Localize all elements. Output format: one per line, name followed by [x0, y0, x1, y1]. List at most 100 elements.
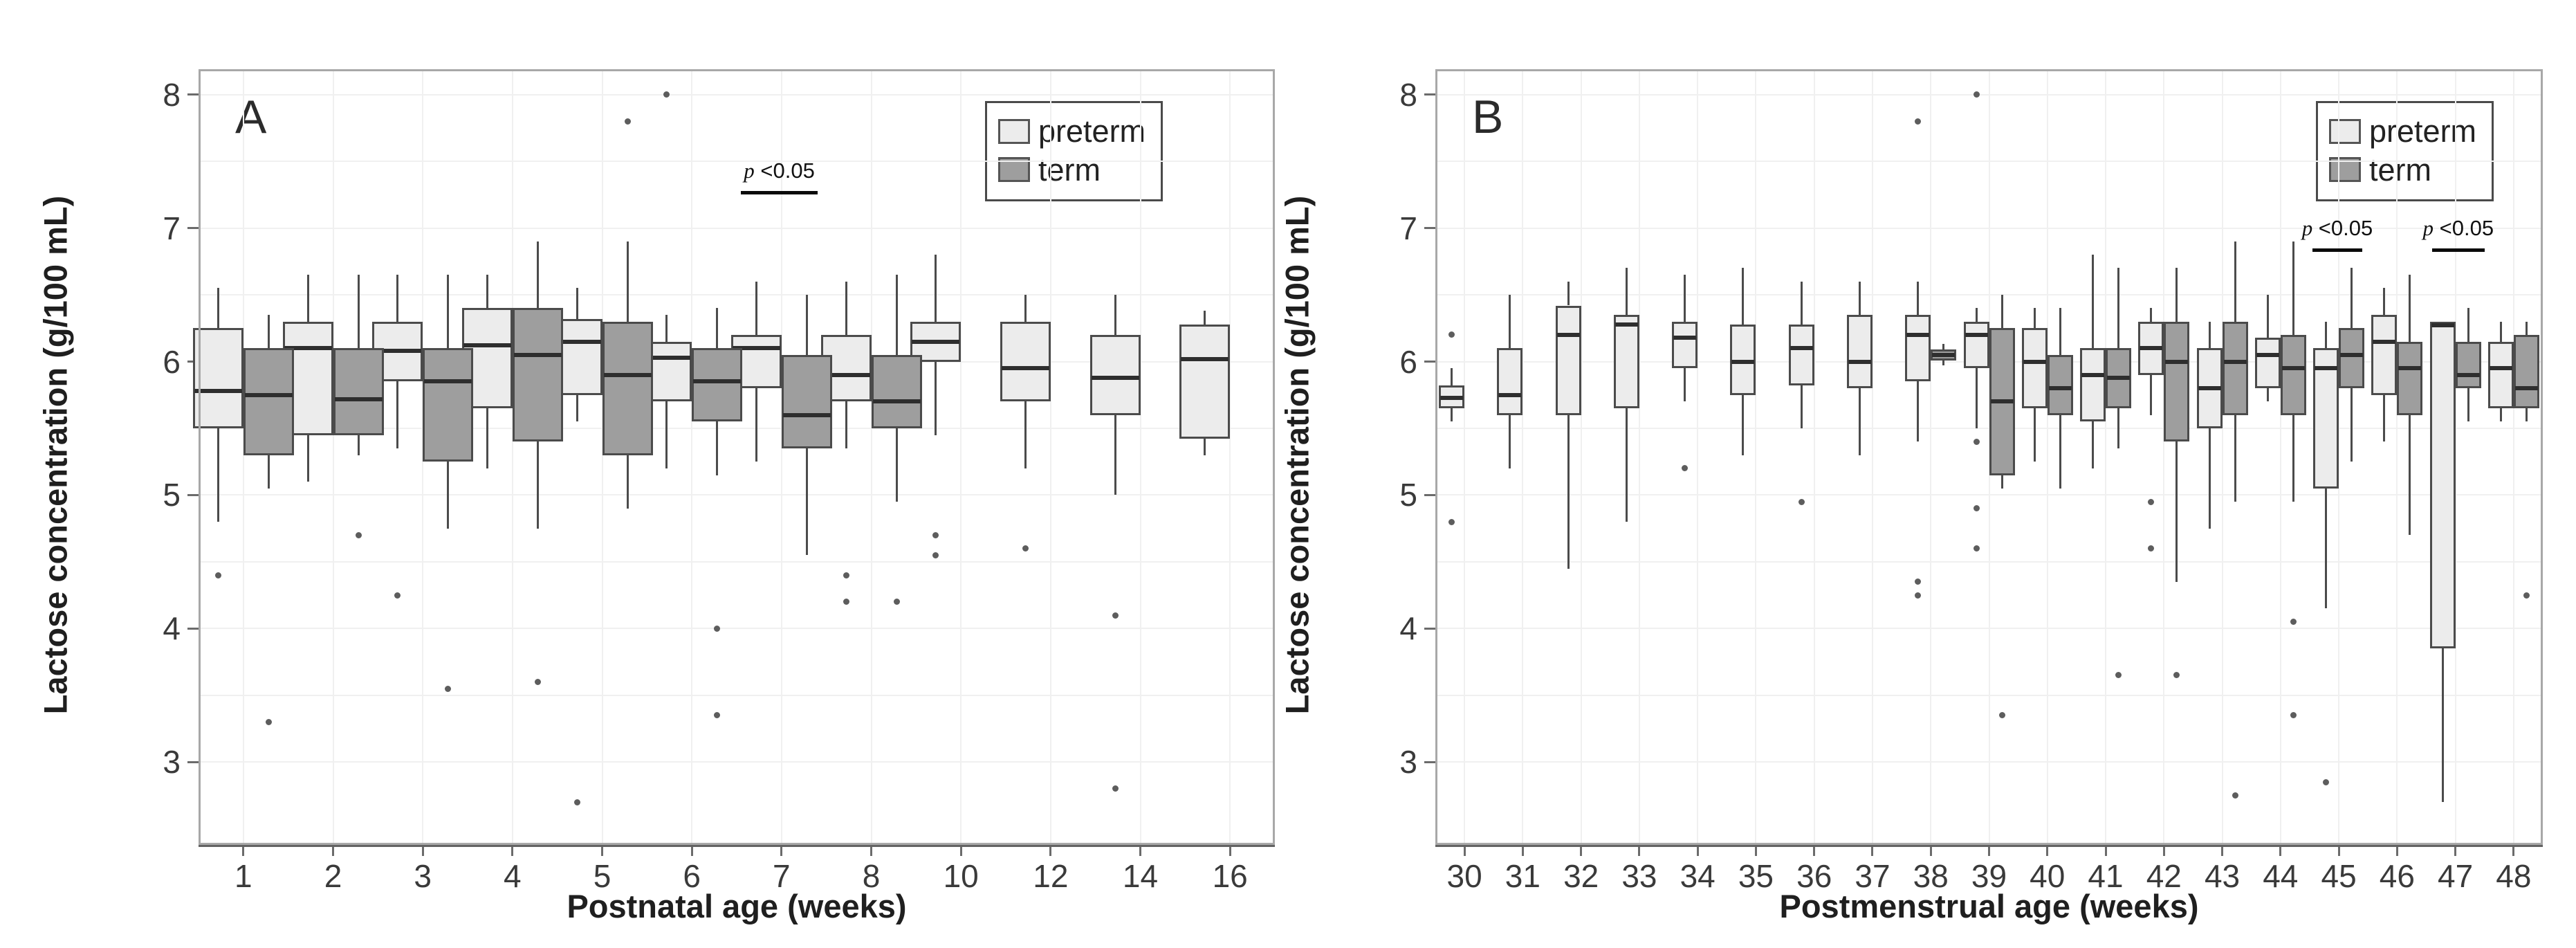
whisker-lower — [486, 408, 488, 468]
whisker-lower — [1800, 385, 1803, 428]
box-term-week-42 — [2164, 321, 2190, 442]
x-tick — [332, 845, 334, 856]
gridline-vertical — [2338, 69, 2340, 845]
median-line — [1906, 332, 1930, 337]
y-tick — [1424, 760, 1435, 763]
gridline-vertical — [1871, 69, 1873, 845]
outlier-dot — [573, 799, 580, 805]
whisker-upper — [2499, 321, 2502, 342]
whisker-upper — [1625, 268, 1628, 315]
whisker-lower — [2525, 408, 2528, 422]
outlier-dot — [394, 592, 401, 599]
x-tick — [1463, 845, 1466, 856]
outlier-dot — [1973, 91, 1980, 98]
y-tick — [1424, 361, 1435, 363]
gridline-horizontal — [199, 294, 1275, 296]
whisker-lower — [1509, 414, 1511, 468]
outlier-dot — [2232, 792, 2238, 799]
whisker-upper — [2175, 268, 2178, 322]
significance-label: p <0.05 — [744, 158, 815, 183]
x-tick-label: 36 — [1796, 858, 1832, 894]
outlier-dot — [932, 531, 939, 538]
outlier-dot — [1998, 712, 2005, 719]
whisker-lower — [306, 435, 309, 482]
x-tick — [2454, 845, 2457, 856]
whisker-upper — [1451, 368, 1453, 386]
median-line — [782, 412, 831, 417]
outlier-dot — [1112, 785, 1119, 792]
box-term-week-5 — [602, 321, 653, 455]
whisker-upper — [2525, 321, 2528, 335]
x-tick-label: 37 — [1855, 858, 1890, 894]
gridline-vertical — [1697, 69, 1699, 845]
outlier-dot — [1112, 612, 1119, 619]
whisker-upper — [447, 275, 450, 349]
x-tick-label: 40 — [2030, 858, 2066, 894]
y-tick-label: 3 — [1399, 744, 1417, 781]
box-preterm-week-44 — [2254, 337, 2281, 389]
x-tick-label: 33 — [1621, 858, 1657, 894]
whisker-lower — [1742, 394, 1745, 455]
whisker-upper — [486, 275, 488, 309]
y-tick-label: 6 — [163, 343, 181, 380]
gridline-vertical — [780, 69, 782, 845]
gridline-vertical — [2221, 69, 2223, 845]
x-tick — [1929, 845, 1932, 856]
panel-b-plot-border — [1435, 69, 2543, 845]
whisker-upper — [626, 241, 629, 322]
outlier-dot — [714, 712, 721, 719]
median-line — [334, 396, 383, 401]
significance-bar — [2312, 248, 2362, 252]
outlier-dot — [2148, 498, 2155, 505]
whisker-upper — [755, 281, 757, 335]
outlier-dot — [1798, 498, 1805, 505]
whisker-upper — [2000, 295, 2003, 329]
outlier-dot — [534, 679, 541, 686]
gridline-vertical — [511, 69, 513, 845]
whisker-upper — [716, 308, 719, 349]
y-tick-label: 7 — [1399, 210, 1417, 246]
whisker-upper — [1942, 344, 1945, 350]
x-tick — [601, 845, 603, 856]
whisker-lower — [536, 441, 539, 529]
preterm-swatch-icon — [2329, 118, 2361, 144]
whisker-upper — [2467, 308, 2469, 342]
box-preterm-week-33 — [1613, 315, 1639, 409]
whisker-lower — [2350, 388, 2353, 462]
box-preterm-week-12 — [1000, 321, 1051, 402]
median-line — [1091, 375, 1139, 380]
y-tick-label: 8 — [163, 76, 181, 113]
median-line — [2023, 359, 2046, 364]
median-line — [2340, 352, 2364, 357]
legend-item-preterm: preterm — [2329, 114, 2476, 149]
outlier-dot — [1973, 505, 1980, 512]
whisker-lower — [2208, 428, 2211, 529]
whisker-lower — [2117, 408, 2120, 448]
box-term-week-4 — [512, 308, 563, 442]
box-preterm-week-41 — [2080, 348, 2106, 422]
outlier-dot — [1915, 578, 1922, 585]
whisker-lower — [217, 428, 219, 522]
median-line — [643, 355, 691, 360]
x-tick-label: 47 — [2438, 858, 2474, 894]
panel-a-letter: A — [235, 91, 267, 143]
x-tick — [2046, 845, 2049, 856]
x-tick-label: 1 — [234, 858, 252, 894]
whisker-lower — [2175, 441, 2178, 582]
x-tick — [1988, 845, 1990, 856]
box-preterm-week-40 — [2021, 328, 2048, 409]
whisker-upper — [2092, 255, 2095, 349]
significance-bar — [741, 190, 818, 194]
whisker-lower — [2000, 475, 2003, 489]
x-tick — [780, 845, 783, 856]
whisker-lower — [2059, 414, 2061, 489]
box-preterm-week-36 — [1788, 324, 1814, 386]
outlier-dot — [843, 572, 849, 578]
median-line — [2140, 346, 2163, 351]
significance-label: p <0.05 — [2301, 215, 2373, 240]
x-tick — [1580, 845, 1583, 856]
whisker-upper — [1567, 281, 1570, 306]
gridline-vertical — [332, 69, 334, 845]
whisker-lower — [2441, 648, 2444, 803]
